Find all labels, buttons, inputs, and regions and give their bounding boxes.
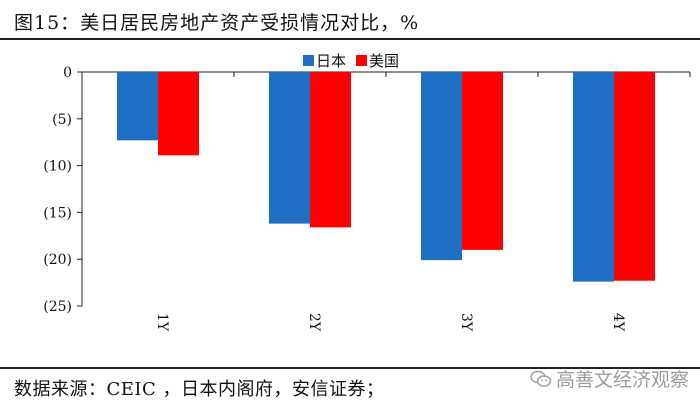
bar-us-1Y	[158, 72, 199, 156]
y-tick-label: (20)	[43, 252, 72, 268]
bar-japan-4Y	[573, 72, 614, 282]
bar-japan-1Y	[117, 72, 158, 141]
wechat-icon	[530, 370, 552, 387]
bar-us-4Y	[614, 72, 655, 281]
bar-us-2Y	[310, 72, 351, 228]
x-category-label: 3Y	[458, 313, 474, 332]
bar-japan-2Y	[269, 72, 310, 224]
y-tick-label: (15)	[43, 205, 72, 221]
watermark-text: 高善文经济观察	[556, 369, 690, 391]
title-divider	[0, 38, 700, 40]
legend-swatch-us	[356, 55, 367, 66]
y-tick-label: (5)	[52, 112, 72, 128]
chart-title: 图15：美日居民房地产资产受损情况对比，%	[14, 12, 420, 34]
y-tick-label: (10)	[43, 159, 72, 175]
y-tick-label: (25)	[43, 299, 72, 315]
x-category-label: 4Y	[610, 313, 626, 332]
bar-chart: 0 (5) (10) (15) (20) (25) 1Y 2Y 3Y 4Y 日本 美国	[43, 52, 691, 332]
watermark: 高善文经济观察	[530, 365, 689, 392]
y-tick-label: 0	[63, 65, 72, 81]
bar-japan-3Y	[421, 72, 462, 261]
legend-label-japan: 日本	[316, 52, 346, 70]
source-divider	[0, 367, 700, 369]
x-category-label: 2Y	[306, 313, 322, 332]
source-note: 数据来源：CEIC ，日本内阁府，安信证券；	[14, 379, 385, 400]
legend-swatch-japan	[303, 55, 314, 66]
legend-label-us: 美国	[369, 52, 399, 70]
bar-us-3Y	[462, 72, 503, 250]
x-category-label: 1Y	[154, 313, 170, 332]
